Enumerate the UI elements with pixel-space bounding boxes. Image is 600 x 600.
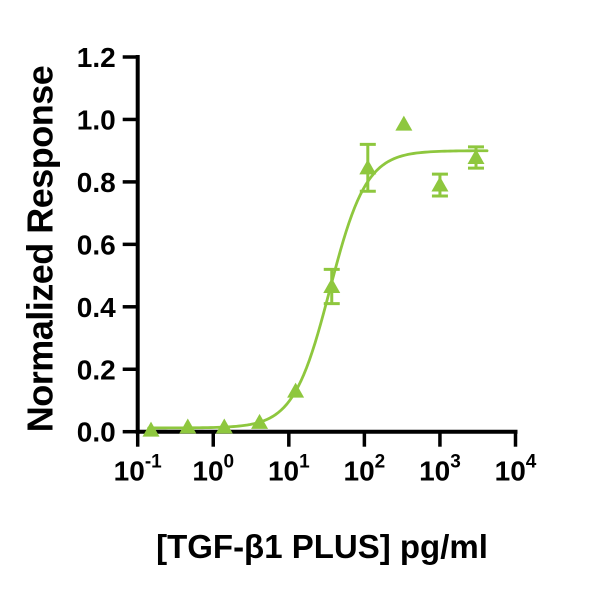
x-tick-label: 100: [192, 452, 234, 487]
x-tick-label: 104: [495, 452, 537, 487]
x-tick-label: 101: [268, 452, 310, 487]
data-point-marker: [179, 418, 197, 434]
data-point-marker: [431, 176, 449, 192]
y-tick-labels: 0.0 0.2 0.4 0.6 0.8 1.0 1.2: [77, 42, 116, 448]
y-axis-title: Normalized Response: [20, 66, 61, 433]
y-tick-label: 0.6: [77, 229, 116, 260]
y-tick-label: 0.8: [77, 167, 116, 198]
x-tick-label: 103: [419, 452, 461, 487]
x-tick-label: 10-1: [114, 452, 162, 487]
y-tick-label: 0.4: [77, 292, 116, 323]
data-point-marker: [251, 413, 269, 429]
data-point-marker: [287, 382, 305, 398]
data-point-marker: [215, 418, 233, 434]
data-point-marker: [359, 159, 377, 175]
axes: [122, 55, 518, 447]
x-tick-labels: 10-1 100 101 102 103 104: [114, 452, 537, 487]
data-point-marker: [467, 149, 485, 165]
data-point-marker: [395, 115, 413, 131]
data-point-markers: [142, 115, 485, 437]
x-tick-label: 102: [344, 452, 386, 487]
y-tick-label: 1.2: [77, 42, 116, 73]
y-tick-label: 0.0: [77, 417, 116, 448]
fit-curve-group: [147, 149, 489, 430]
data-point-marker: [142, 421, 160, 437]
data-point-marker: [323, 278, 341, 294]
y-tick-label: 0.2: [77, 354, 116, 385]
y-tick-label: 1.0: [77, 104, 116, 135]
fit-curve: [147, 149, 489, 430]
x-axis-title: [TGF-β1 PLUS] pg/ml: [156, 528, 488, 565]
